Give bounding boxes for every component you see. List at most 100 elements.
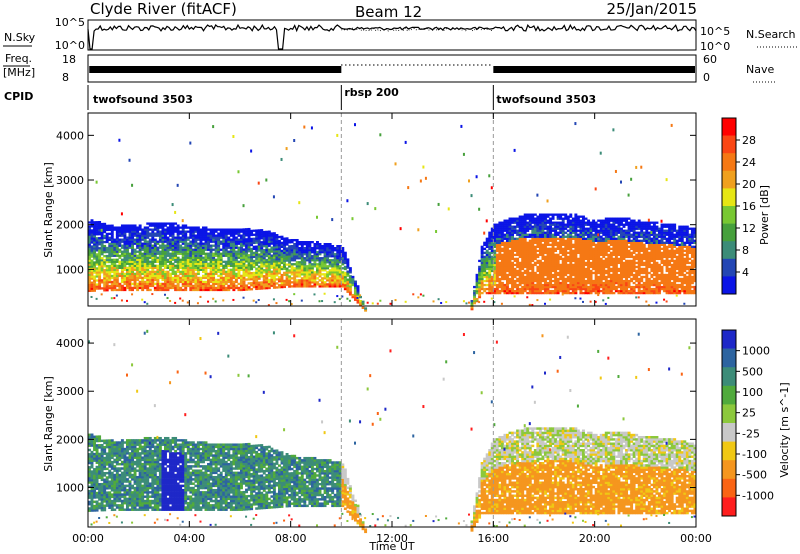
- heatmap-cell: [105, 226, 109, 230]
- heatmap-cell: [143, 236, 147, 239]
- heatmap-cell: [589, 269, 593, 273]
- heatmap-cell: [511, 221, 514, 224]
- heatmap-cell: [128, 238, 132, 241]
- heatmap-cell: [617, 249, 621, 253]
- heatmap-cell: [224, 266, 228, 269]
- heatmap-cell: [498, 281, 502, 285]
- heatmap-cell: [260, 249, 264, 252]
- heatmap-cell: [521, 251, 525, 255]
- heatmap-cell: [148, 248, 152, 251]
- heatmap-cell: [128, 258, 132, 261]
- heatmap-cell: [176, 274, 180, 278]
- heatmap-cell: [576, 245, 580, 248]
- heatmap-cell: [321, 279, 324, 282]
- heatmap-cell: [305, 283, 309, 286]
- heatmap-cell: [227, 264, 231, 267]
- heatmap-cell: [272, 272, 276, 275]
- heatmap-cell: [95, 283, 99, 286]
- heatmap-cell: [544, 247, 547, 251]
- heatmap-cell: [493, 257, 497, 261]
- heatmap-cell: [498, 263, 502, 267]
- heatmap-cell: [328, 271, 332, 274]
- heatmap-cell: [323, 245, 327, 248]
- heatmap-cell: [579, 269, 583, 273]
- heatmap-cell: [298, 263, 302, 266]
- heatmap-cell: [609, 227, 613, 230]
- heatmap-cell: [561, 275, 565, 279]
- heatmap-cell: [582, 235, 585, 238]
- heatmap-cell: [564, 213, 568, 216]
- heatmap-cell: [511, 235, 514, 238]
- heatmap-cell: [100, 251, 104, 254]
- heatmap-cell: [156, 222, 160, 225]
- heatmap-cell: [323, 283, 327, 286]
- heatmap-cell: [500, 263, 504, 267]
- heatmap-cell: [561, 247, 565, 251]
- heatmap-cell: [483, 269, 487, 273]
- heatmap-cell: [356, 285, 360, 288]
- heatmap-cell: [495, 275, 499, 279]
- heatmap-cell: [630, 279, 634, 283]
- heatmap-cell: [310, 247, 314, 250]
- heatmap-cell: [120, 266, 124, 269]
- heatmap-cell: [237, 248, 241, 251]
- heatmap-cell: [582, 285, 585, 289]
- heatmap-cell: [500, 257, 504, 261]
- heatmap-cell: [346, 278, 350, 281]
- heatmap-cell: [554, 277, 558, 281]
- heatmap-cell: [290, 281, 294, 284]
- heatmap-cell: [612, 265, 616, 269]
- heatmap-cell: [551, 253, 555, 257]
- heatmap-cell: [148, 270, 152, 274]
- heatmap-cell: [518, 245, 522, 248]
- heatmap-cell: [257, 249, 261, 252]
- heatmap-cell: [483, 257, 487, 261]
- heatmap-cell: [105, 277, 109, 280]
- heatmap-cell: [257, 247, 261, 250]
- heatmap-cell: [275, 244, 279, 247]
- heatmap-cell: [262, 238, 266, 242]
- heatmap-cell: [120, 238, 124, 241]
- heatmap-cell: [300, 251, 304, 254]
- heatmap-cell: [571, 217, 575, 220]
- heatmap-cell: [556, 263, 560, 267]
- heatmap-cell: [265, 264, 269, 268]
- heatmap-cell: [209, 248, 213, 251]
- heatmap-cell: [176, 224, 180, 227]
- heatmap-cell: [630, 245, 634, 248]
- heatmap-cell: [118, 260, 122, 263]
- heatmap-cell: [143, 260, 147, 263]
- heatmap-cell: [267, 256, 271, 259]
- heatmap-cell: [531, 237, 535, 240]
- heatmap-cell: [607, 261, 611, 265]
- heatmap-cell: [196, 256, 200, 259]
- heatmap-cell: [531, 257, 535, 261]
- heatmap-cell: [171, 256, 175, 259]
- heatmap-cell: [528, 277, 532, 281]
- heatmap-cell: [199, 260, 203, 263]
- heatmap-cell: [176, 248, 180, 251]
- heatmap-cell: [204, 262, 208, 265]
- heatmap-cell: [516, 257, 520, 261]
- heatmap-cell: [604, 227, 608, 230]
- heatmap-cell: [123, 264, 127, 267]
- heatmap-cell: [617, 253, 621, 257]
- heatmap-cell: [252, 255, 256, 259]
- heatmap-cell: [260, 253, 264, 256]
- heatmap-cell: [316, 241, 319, 244]
- heatmap-cell: [196, 238, 200, 241]
- heatmap-cell: [521, 261, 525, 265]
- heatmap-cell: [500, 253, 504, 257]
- heatmap-cell: [571, 227, 575, 230]
- heatmap-cell: [161, 248, 165, 251]
- heatmap-cell: [171, 244, 175, 247]
- heatmap-cell: [508, 257, 512, 261]
- heatmap-cell: [90, 261, 94, 264]
- heatmap-cell: [288, 251, 292, 254]
- heatmap-cell: [278, 253, 281, 257]
- heatmap-cell: [614, 169, 617, 173]
- heatmap-cell: [490, 257, 494, 261]
- heatmap-cell: [551, 221, 555, 224]
- heatmap-cell: [609, 259, 613, 263]
- heatmap-cell: [146, 254, 150, 257]
